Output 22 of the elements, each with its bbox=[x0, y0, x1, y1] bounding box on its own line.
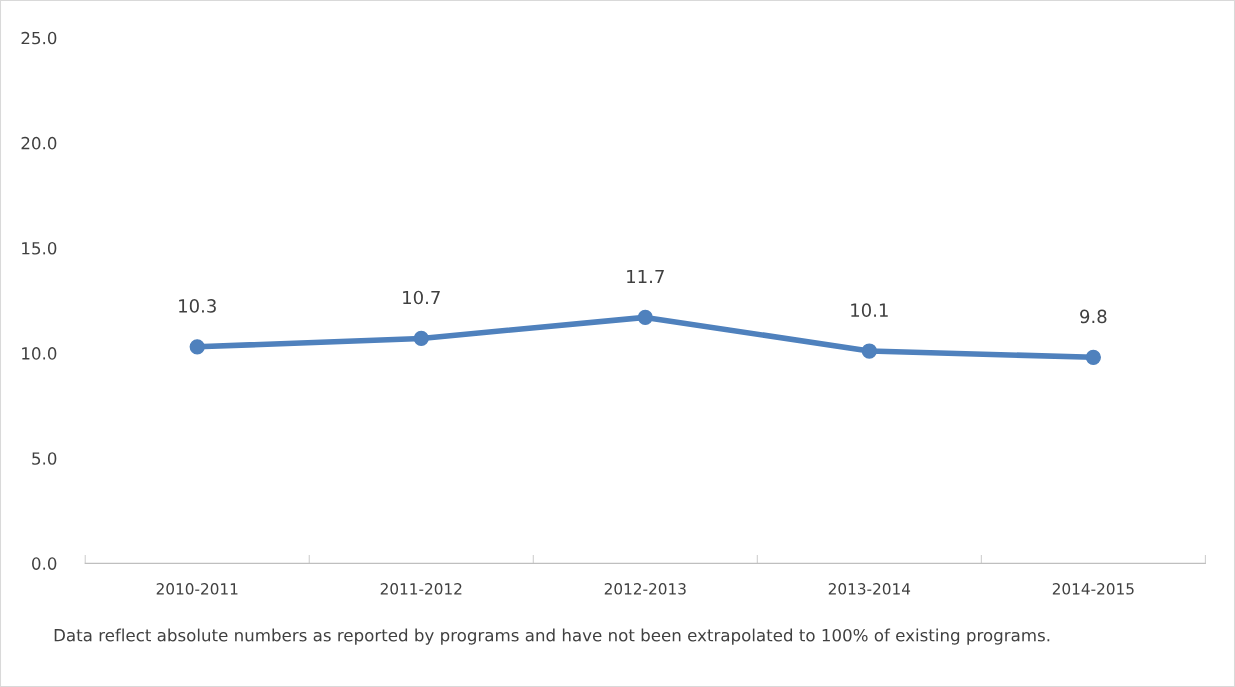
y-tick-label: 10.0 bbox=[22, 347, 57, 360]
y-tick-label: 0.0 bbox=[32, 557, 57, 570]
point bbox=[413, 330, 429, 347]
x-tick-label: 2013-2014 bbox=[828, 583, 911, 595]
data-label: 10.7 bbox=[403, 290, 440, 305]
data-label: 10.3 bbox=[179, 299, 216, 313]
point bbox=[637, 309, 653, 326]
y-tick-label: 15.0 bbox=[22, 241, 57, 255]
y-tick-label: 20.0 bbox=[21, 136, 57, 150]
point bbox=[1085, 349, 1101, 365]
y-tick-label: 5.0 bbox=[32, 452, 57, 465]
data-label: 9.8 bbox=[1080, 309, 1107, 324]
x-tick-label: 2011-2012 bbox=[380, 583, 462, 595]
point bbox=[861, 343, 877, 359]
data-label: 11.7 bbox=[627, 269, 664, 284]
data-label: 10.1 bbox=[851, 303, 888, 317]
x-tick-label: 2014-2015 bbox=[1052, 583, 1134, 595]
point bbox=[189, 339, 205, 355]
x-tick-label: 2012-2013 bbox=[604, 583, 686, 595]
text: Data reflect absolute numbers as reported by programs and have not been extrapolated to 100% of existing programs. bbox=[54, 628, 1050, 645]
x-tick-label: 2010-2011 bbox=[156, 583, 238, 595]
y-tick-label: 25.0 bbox=[21, 31, 57, 45]
